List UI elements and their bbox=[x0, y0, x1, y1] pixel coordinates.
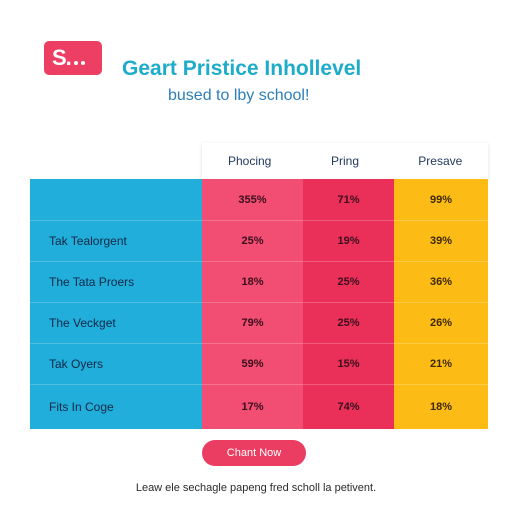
table-row: The Veckget 79% 25% 26% bbox=[30, 302, 488, 343]
cell-value: 79% bbox=[241, 317, 264, 329]
cell-value: 74% bbox=[337, 401, 360, 413]
cell-value: 17% bbox=[241, 401, 264, 413]
column-header-2: Pring bbox=[330, 154, 359, 168]
row-label: Tak Tealorgent bbox=[49, 234, 127, 248]
column-3-bg bbox=[394, 179, 488, 429]
brand-logo: S. bbox=[44, 41, 102, 75]
footer-note: Leaw ele sechagle papeng fred scholl la … bbox=[135, 482, 377, 494]
row-label bbox=[30, 179, 202, 220]
column-header-3: Presave bbox=[418, 154, 463, 168]
cell-value: 355% bbox=[238, 193, 267, 206]
cell-value: 39% bbox=[429, 235, 453, 247]
page-subtitle: bused to lby school! bbox=[168, 87, 310, 104]
cell-value: 71% bbox=[337, 193, 360, 206]
cell-value: 18% bbox=[429, 401, 453, 413]
column-2-bg bbox=[303, 179, 394, 429]
cell-value: 19% bbox=[337, 235, 360, 247]
column-header-1: Phocing bbox=[227, 154, 272, 168]
table-row: Tak Oyers 59% 15% 21% bbox=[30, 343, 488, 384]
cell-value: 36% bbox=[429, 276, 453, 288]
cell-value: 59% bbox=[241, 358, 264, 370]
cell-value: 99% bbox=[429, 193, 453, 206]
table-row: Tak Tealorgent 25% 19% 39% bbox=[30, 220, 488, 261]
cell-value: 15% bbox=[337, 358, 360, 370]
cell-value: 25% bbox=[241, 235, 264, 247]
chant-now-button[interactable]: Chant Now bbox=[202, 440, 306, 466]
table-row-top: 355% 71% 99% bbox=[30, 179, 488, 220]
row-label: Tak Oyers bbox=[49, 357, 104, 371]
row-label: The Tata Proers bbox=[49, 275, 135, 289]
comparison-table: Phocing Pring Presave 355% 71% 99% Tak T… bbox=[30, 143, 488, 429]
row-label: Fits In Coge bbox=[49, 400, 114, 414]
cell-value: 25% bbox=[337, 276, 360, 288]
row-label: The Veckget bbox=[49, 316, 116, 330]
column-1-bg bbox=[202, 179, 303, 429]
table-row: The Tata Proers 18% 25% 36% bbox=[30, 261, 488, 302]
table-row: Fits In Coge 17% 74% 18% bbox=[30, 384, 488, 429]
cell-value: 25% bbox=[337, 317, 360, 329]
logo-text: S. bbox=[52, 45, 72, 70]
logo-dots-icon bbox=[73, 61, 85, 65]
table-header-row: Phocing Pring Presave bbox=[202, 143, 488, 179]
cell-value: 21% bbox=[429, 358, 453, 370]
label-column-bg bbox=[30, 179, 202, 429]
cell-value: 18% bbox=[241, 276, 264, 288]
cell-value: 26% bbox=[429, 317, 453, 329]
page-title: Geart Pristice Inhollevel bbox=[122, 57, 362, 80]
